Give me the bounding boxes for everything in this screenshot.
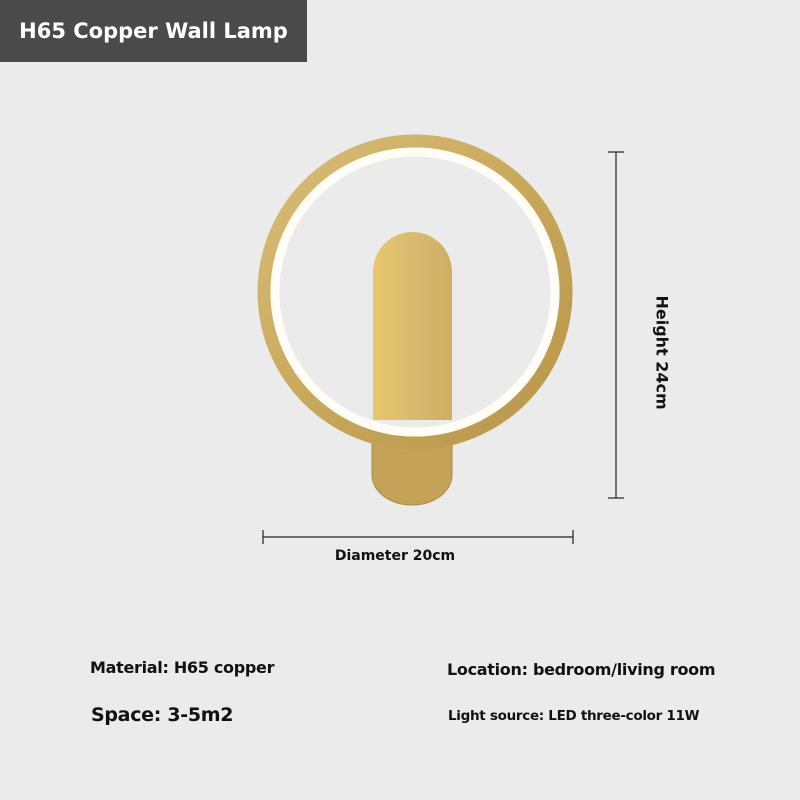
title-banner: H65 Copper Wall Lamp — [0, 0, 307, 62]
material-spec: Material: H65 copper — [90, 658, 275, 677]
diameter-label: Diameter 20cm — [334, 548, 456, 564]
lamp-base — [371, 439, 453, 506]
space-spec: Space: 3-5m2 — [91, 704, 234, 726]
lamp-ring — [257, 134, 573, 450]
height-dimension-line — [608, 151, 624, 499]
light-source-spec: Light source: LED three-color 11W — [448, 708, 700, 724]
diameter-dimension-line — [262, 530, 574, 544]
lamp-center-panel — [373, 232, 452, 420]
height-label: Height 24cm — [652, 295, 672, 410]
location-spec: Location: bedroom/living room — [447, 660, 716, 679]
